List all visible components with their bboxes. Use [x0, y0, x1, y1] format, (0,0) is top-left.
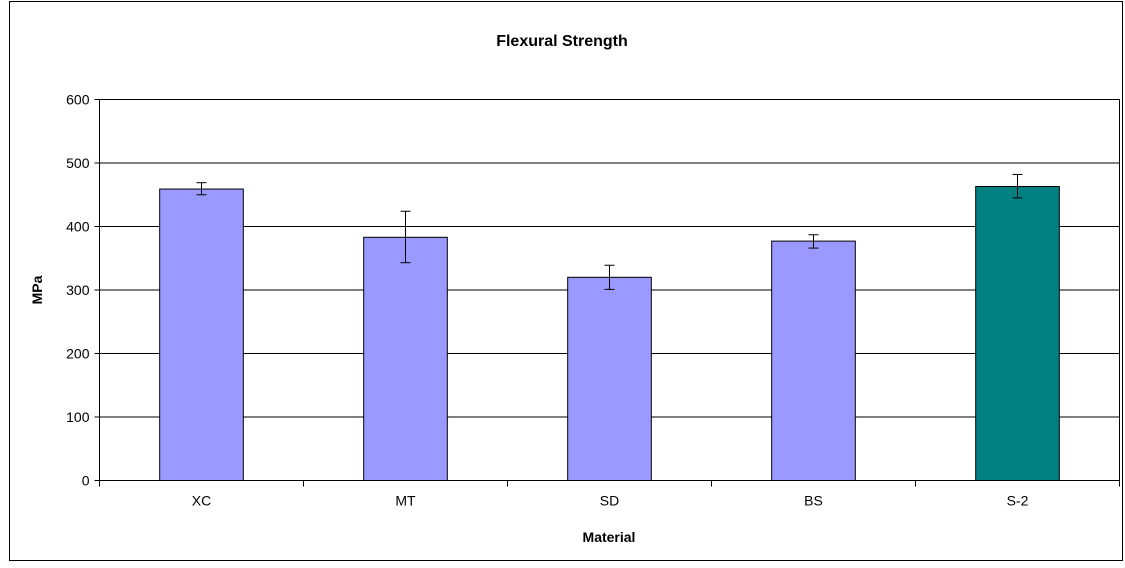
error-bars: [196, 173, 1023, 290]
bars: [159, 185, 1060, 481]
x-tick-label-mt: MT: [395, 493, 416, 509]
y-tick-label-0: 0: [82, 473, 90, 489]
axes: 0 100 200 300 400 500 600 XC MT SD BS S-2: [66, 92, 1120, 509]
x-tick-label-xc: XC: [192, 493, 211, 509]
bar-xc: [159, 188, 244, 481]
bar-s-2: [975, 185, 1060, 481]
x-tick-label-s-2: S-2: [1007, 493, 1029, 509]
bar-mt: [363, 236, 448, 481]
x-tick-label-bs: BS: [804, 493, 823, 509]
y-axis-title: MPa: [29, 275, 45, 304]
x-axis-title: Material: [583, 529, 636, 545]
y-tick-label-300: 300: [66, 282, 90, 298]
bar-sd: [567, 276, 652, 481]
y-tick-label-600: 600: [66, 92, 90, 108]
y-tick-label-400: 400: [66, 219, 90, 235]
chart-title: Flexural Strength: [496, 33, 628, 50]
x-tick-label-sd: SD: [600, 493, 619, 509]
y-tick-label-100: 100: [66, 409, 90, 425]
bar-bs: [771, 240, 856, 481]
y-tick-label-200: 200: [66, 346, 90, 362]
y-tick-label-500: 500: [66, 155, 90, 171]
